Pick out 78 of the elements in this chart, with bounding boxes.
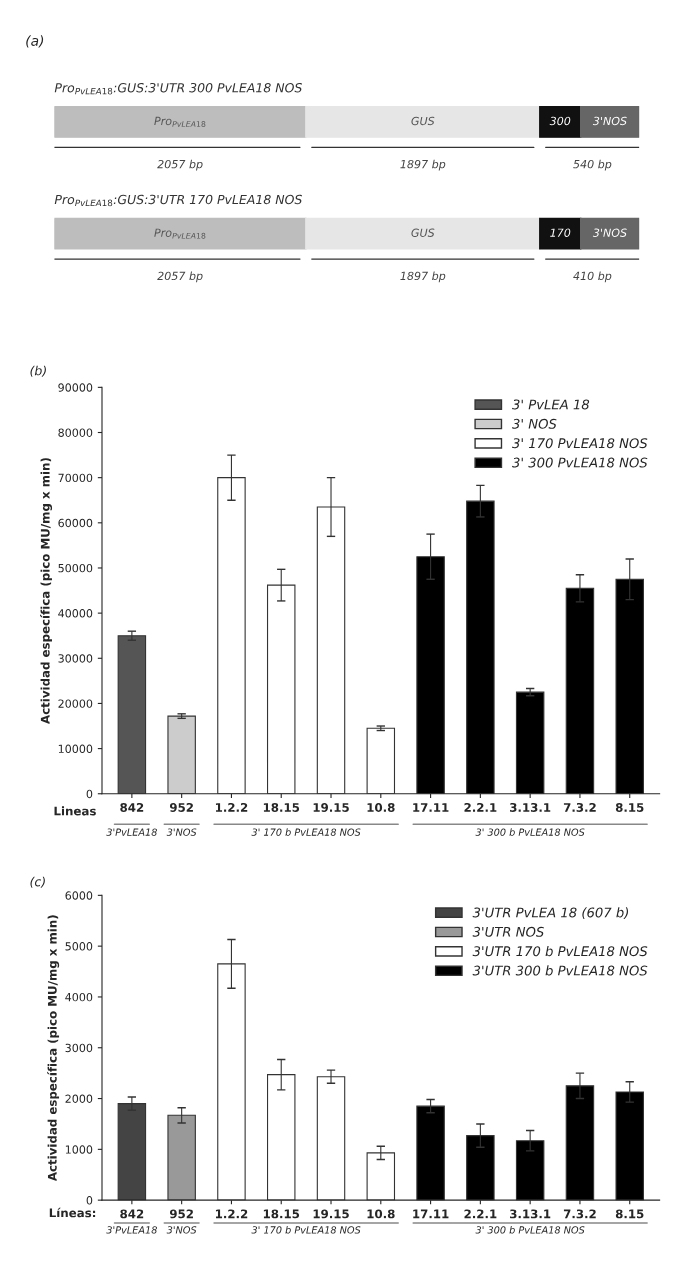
text: Pro$_{PvLEA18}$ bbox=[154, 116, 206, 127]
text: Pro$_{PvLEA18}$:GUS:3'UTR 170 PvLEA18 NOS bbox=[54, 194, 302, 207]
legend-label: 3'UTR NOS bbox=[472, 926, 544, 937]
y-tick-label: 50000 bbox=[58, 563, 93, 573]
text: 410 bp bbox=[573, 271, 612, 283]
x-axis-title: Líneas: bbox=[49, 1207, 96, 1218]
y-tick-label: 90000 bbox=[58, 383, 93, 392]
legend-label: 3' 300 PvLEA18 NOS bbox=[512, 457, 648, 468]
x-axis-title: Lineas bbox=[54, 806, 96, 816]
text: GUS bbox=[411, 116, 435, 126]
y-tick-label: 2000 bbox=[65, 1094, 93, 1103]
text: 3'PvLEA18 bbox=[106, 1226, 157, 1234]
y-tick-label: 10000 bbox=[58, 744, 93, 753]
x-tick-label: 8.15 bbox=[615, 1209, 644, 1219]
x-tick-label: 7.3.2 bbox=[563, 1209, 596, 1219]
chart-title: (c) bbox=[30, 876, 45, 888]
text: 3'NOS bbox=[592, 116, 627, 126]
x-tick-label: 10.8 bbox=[367, 802, 395, 812]
chart-title: (b) bbox=[30, 365, 46, 377]
x-tick-label: 8.15 bbox=[615, 802, 644, 812]
text: 1897 bp bbox=[400, 159, 446, 171]
x-tick-label: 3.13.1 bbox=[510, 802, 551, 812]
x-tick-label: 952 bbox=[169, 802, 193, 812]
x-tick-label: 18.15 bbox=[263, 1209, 300, 1219]
text: 540 bp bbox=[573, 159, 612, 171]
legend-label: 3' PvLEA 18 bbox=[512, 399, 590, 410]
x-tick-label: 2.2.1 bbox=[464, 802, 497, 812]
y-tick-label: 6000 bbox=[65, 891, 93, 900]
y-axis-title: Actividad específica (pico MU/mg x min) bbox=[47, 915, 60, 1182]
y-axis-title: Actividad específica (pico MU/mg x min) bbox=[40, 458, 53, 724]
y-tick-label: 30000 bbox=[58, 654, 93, 663]
x-tick-label: 2.2.1 bbox=[464, 1209, 497, 1219]
x-tick-label: 1.2.2 bbox=[215, 802, 248, 812]
text: 3'NOS bbox=[166, 828, 197, 836]
y-tick-label: 60000 bbox=[58, 518, 93, 528]
text: 3' 300 b PvLEA18 NOS bbox=[475, 828, 585, 836]
legend-label: 3'UTR 300 b PvLEA18 NOS bbox=[472, 965, 648, 976]
text: GUS bbox=[411, 228, 435, 237]
legend-label: 3' NOS bbox=[512, 418, 557, 429]
y-tick-label: 20000 bbox=[58, 699, 93, 708]
y-tick-label: 0 bbox=[86, 1196, 93, 1205]
x-tick-label: 1.2.2 bbox=[215, 1209, 248, 1219]
y-tick-label: 80000 bbox=[58, 428, 93, 437]
legend-label: 3'UTR PvLEA 18 (607 b) bbox=[472, 907, 629, 919]
x-tick-label: 842 bbox=[120, 1209, 144, 1219]
legend-label: 3' 170 PvLEA18 NOS bbox=[512, 438, 648, 449]
y-tick-label: 0 bbox=[86, 789, 93, 799]
x-tick-label: 842 bbox=[120, 802, 144, 812]
text: 3'PvLEA18 bbox=[106, 828, 157, 836]
y-tick-label: 3000 bbox=[65, 1043, 93, 1053]
x-tick-label: 17.11 bbox=[413, 1209, 449, 1219]
text: 1897 bp bbox=[400, 271, 446, 283]
legend-label: 3'UTR 170 b PvLEA18 NOS bbox=[472, 945, 648, 957]
text: 3'NOS bbox=[166, 1226, 197, 1234]
y-tick-label: 40000 bbox=[58, 609, 93, 618]
text: 300 bbox=[549, 116, 571, 126]
text: 3'NOS bbox=[592, 228, 627, 237]
text: 170 bbox=[550, 228, 571, 237]
text: 3' 170 b PvLEA18 NOS bbox=[251, 828, 361, 836]
text: Pro$_{PvLEA18}$ bbox=[154, 228, 206, 239]
x-tick-label: 19.15 bbox=[313, 1209, 349, 1219]
x-tick-label: 19.15 bbox=[313, 803, 349, 812]
x-tick-label: 10.8 bbox=[367, 1209, 395, 1219]
x-tick-label: 952 bbox=[169, 1209, 193, 1219]
text: 3' 170 b PvLEA18 NOS bbox=[251, 1226, 361, 1234]
y-tick-label: 4000 bbox=[65, 992, 93, 1002]
text: Pro$_{PvLEA18}$:GUS:3'UTR 300 PvLEA18 NOS bbox=[54, 82, 302, 95]
y-tick-label: 1000 bbox=[65, 1145, 93, 1154]
text: 3' 300 b PvLEA18 NOS bbox=[475, 1226, 585, 1234]
y-tick-label: 70000 bbox=[58, 473, 93, 483]
text: (a) bbox=[26, 35, 44, 48]
x-tick-label: 7.3.2 bbox=[563, 802, 596, 812]
text: 2057 bp bbox=[157, 159, 203, 171]
x-tick-label: 3.13.1 bbox=[510, 1209, 551, 1219]
x-tick-label: 18.15 bbox=[263, 802, 300, 812]
x-tick-label: 17.11 bbox=[413, 803, 449, 812]
text: 2057 bp bbox=[157, 271, 203, 283]
y-tick-label: 5000 bbox=[65, 942, 93, 951]
